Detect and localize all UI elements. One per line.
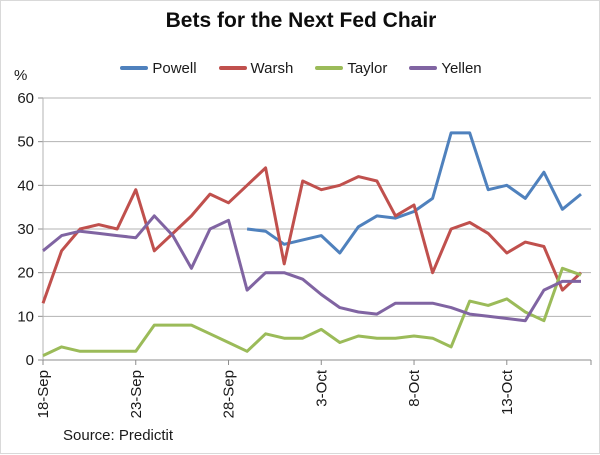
legend-item-yellen: Yellen bbox=[409, 59, 482, 77]
legend-label: Yellen bbox=[441, 59, 482, 77]
legend-line-swatch-yellen bbox=[409, 66, 438, 70]
series-line-warsh bbox=[41, 166, 583, 304]
y-tick-label: 60 bbox=[17, 90, 34, 107]
legend-label: Warsh bbox=[250, 59, 294, 77]
series-line-taylor bbox=[42, 266, 582, 357]
source-note: Source: Predictit bbox=[63, 427, 174, 444]
y-tick-label: 30 bbox=[17, 221, 34, 238]
x-tick-label: 28-Sep bbox=[221, 370, 238, 418]
chart-title: Bets for the Next Fed Chair bbox=[165, 9, 437, 32]
x-tick-label: 3-Oct bbox=[313, 369, 330, 407]
y-tick-label: 0 bbox=[26, 352, 34, 369]
x-tick-label: 18-Sep bbox=[35, 370, 52, 418]
y-tick-label: 40 bbox=[17, 177, 34, 194]
legend-item-warsh: Warsh bbox=[218, 59, 294, 77]
y-tick-label: 20 bbox=[17, 265, 34, 282]
legend-item-powell: Powell bbox=[120, 59, 197, 77]
x-tick-label: 8-Oct bbox=[406, 369, 423, 407]
legend-line-swatch-taylor bbox=[315, 66, 344, 70]
legend-line-swatch-powell bbox=[120, 66, 149, 70]
series-line-powell bbox=[246, 131, 582, 255]
legend: Powell Warsh Taylor Yellen bbox=[1, 57, 600, 79]
legend-label: Powell bbox=[152, 59, 197, 77]
y-tick-label: 50 bbox=[17, 134, 34, 151]
legend-label: Taylor bbox=[347, 59, 388, 77]
legend-line-swatch-warsh bbox=[218, 66, 247, 70]
legend-item-taylor: Taylor bbox=[315, 60, 387, 77]
x-tick-label: 13-Oct bbox=[499, 369, 516, 415]
y-tick-label: 10 bbox=[17, 308, 34, 325]
series-line-yellen bbox=[42, 214, 581, 323]
y-axis-unit-label: % bbox=[14, 67, 28, 84]
x-tick-label: 23-Sep bbox=[128, 370, 145, 418]
